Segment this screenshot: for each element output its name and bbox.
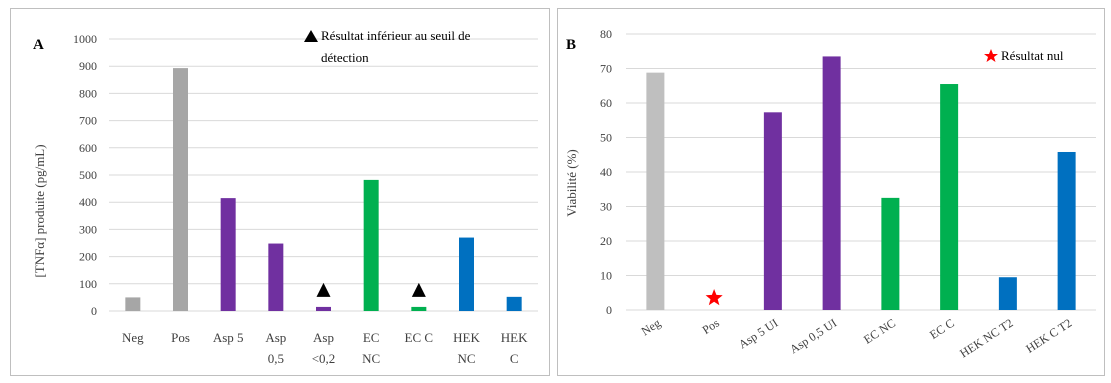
legend-b-text: Résultat nul: [1001, 48, 1064, 63]
bar-a: [173, 68, 188, 311]
y-tick-label-b: 70: [600, 62, 612, 76]
y-tick-label-a: 600: [79, 141, 97, 155]
x-tick-label-a: 0,5: [268, 351, 284, 366]
x-tick-label-a: <0,2: [312, 351, 336, 366]
y-tick-label-b: 10: [600, 269, 612, 283]
bar-b: [646, 73, 664, 310]
x-tick-label-a: Pos: [171, 330, 190, 345]
y-tick-label-a: 400: [79, 195, 97, 209]
below-detection-triangle-icon: [317, 283, 331, 297]
bar-a: [411, 307, 426, 311]
y-axis-label-a: [TNFα] produite (pg/mL): [32, 144, 47, 277]
legend-b: Résultat nul: [984, 48, 1064, 63]
x-tick-label-b: Pos: [700, 316, 722, 337]
x-tick-label-b: HEK C T2: [1023, 316, 1074, 356]
x-tick-label-a: NC: [362, 351, 380, 366]
x-tick-label-b: HEK NC T2: [957, 316, 1015, 361]
y-tick-label-b: 80: [600, 27, 612, 41]
x-tick-label-a: EC C: [405, 330, 434, 345]
y-tick-label-a: 700: [79, 114, 97, 128]
bar-a: [221, 198, 236, 311]
y-tick-label-b: 60: [600, 96, 612, 110]
bar-b: [881, 198, 899, 310]
chart-panel-b: B 0 10 20 30 40 50 60 70 80 Neg Pos Asp 5 UI Asp 0,…: [557, 8, 1105, 376]
bar-b: [940, 84, 958, 310]
red-star-icon: [984, 49, 998, 62]
bar-a: [459, 238, 474, 311]
chart-a-svg: A 0 100 200 300 400 500 600 700 800 900 1000 Neg Po…: [11, 9, 551, 377]
legend-a-text-line-1: Résultat inférieur au seuil de: [321, 28, 471, 43]
x-tick-label-a: Asp: [313, 330, 334, 345]
legend-a-text-line-2: détection: [321, 50, 369, 65]
x-tick-label-b: EC C: [927, 316, 957, 342]
bar-a: [268, 244, 283, 311]
x-tick-label-a: Asp 5: [213, 330, 244, 345]
y-tick-label-a: 100: [79, 277, 97, 291]
legend-a: Résultat inférieur au seuil de détection: [304, 28, 471, 65]
x-tick-label-a: HEK: [453, 330, 480, 345]
bar-b: [823, 56, 841, 310]
bar-b: [764, 112, 782, 310]
x-tick-label-a: Neg: [122, 330, 144, 345]
y-tick-label-a: 500: [79, 168, 97, 182]
y-tick-label-a: 900: [79, 59, 97, 73]
y-axis-label-b: Viabilité (%): [564, 149, 579, 216]
x-tick-label-a: HEK: [501, 330, 528, 345]
below-detection-triangle-icon: [412, 283, 426, 297]
black-triangle-icon: [304, 30, 318, 42]
y-tick-label-a: 0: [91, 304, 97, 318]
bar-b: [1058, 152, 1076, 310]
y-tick-label-b: 30: [600, 200, 612, 214]
y-tick-label-a: 300: [79, 222, 97, 236]
x-tick-label-b: Asp 0,5 UI: [787, 316, 839, 357]
y-tick-label-b: 0: [606, 303, 612, 317]
null-result-star-icon: [706, 289, 723, 305]
y-tick-label-a: 800: [79, 86, 97, 100]
y-tick-label-b: 50: [600, 131, 612, 145]
y-tick-label-b: 40: [600, 165, 612, 179]
x-tick-label-b: Asp 5 UI: [736, 316, 781, 352]
bar-a: [364, 180, 379, 311]
panel-a-label: A: [33, 37, 44, 53]
bar-b: [999, 277, 1017, 310]
chart-b-svg: B 0 10 20 30 40 50 60 70 80 Neg Pos Asp 5 UI Asp 0,…: [558, 9, 1106, 377]
bar-a: [316, 307, 331, 311]
chart-panel-a: A 0 100 200 300 400 500 600 700 800 900 1000 Neg Po…: [10, 8, 550, 376]
x-tick-label-a: C: [510, 351, 519, 366]
panel-b-label: B: [566, 37, 576, 53]
y-tick-label-a: 200: [79, 250, 97, 264]
x-tick-label-a: NC: [457, 351, 475, 366]
x-tick-label-a: Asp: [265, 330, 286, 345]
x-tick-label-b: Neg: [639, 316, 663, 339]
x-tick-label-b: EC NC: [861, 316, 898, 347]
bar-a: [507, 297, 522, 311]
y-tick-label-b: 20: [600, 234, 612, 248]
y-tick-label-a: 1000: [73, 32, 97, 46]
bar-a: [125, 297, 140, 311]
x-tick-label-a: EC: [363, 330, 380, 345]
